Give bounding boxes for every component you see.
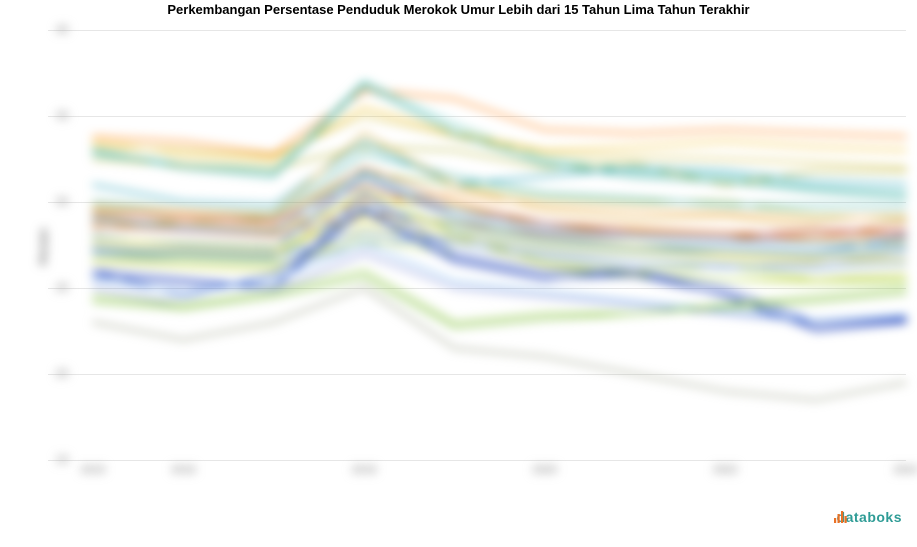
x-tick-label: 2018 <box>352 464 376 476</box>
y-axis-label: Persen <box>38 228 50 265</box>
databoks-logo: databoks <box>833 509 902 525</box>
y-tick-label: 35 <box>56 110 68 122</box>
x-tick-label: 2015 <box>81 464 105 476</box>
x-tick-label: 2022 <box>713 464 737 476</box>
y-tick-label: 30 <box>56 196 68 208</box>
x-tick-label: 2016 <box>171 464 195 476</box>
y-tick-label: 40 <box>56 24 68 36</box>
line-chart-svg <box>48 30 906 460</box>
y-tick-label: 25 <box>56 282 68 294</box>
chart-title: Perkembangan Persentase Penduduk Merokok… <box>0 2 917 17</box>
y-tick-label: 20 <box>56 368 68 380</box>
plot-area: Persen 152025303540201520162018202020222… <box>48 30 906 460</box>
x-tick-label: 2024 <box>894 464 917 476</box>
y-tick-label: 15 <box>56 454 68 466</box>
x-tick-label: 2020 <box>532 464 556 476</box>
gridline <box>48 460 906 461</box>
